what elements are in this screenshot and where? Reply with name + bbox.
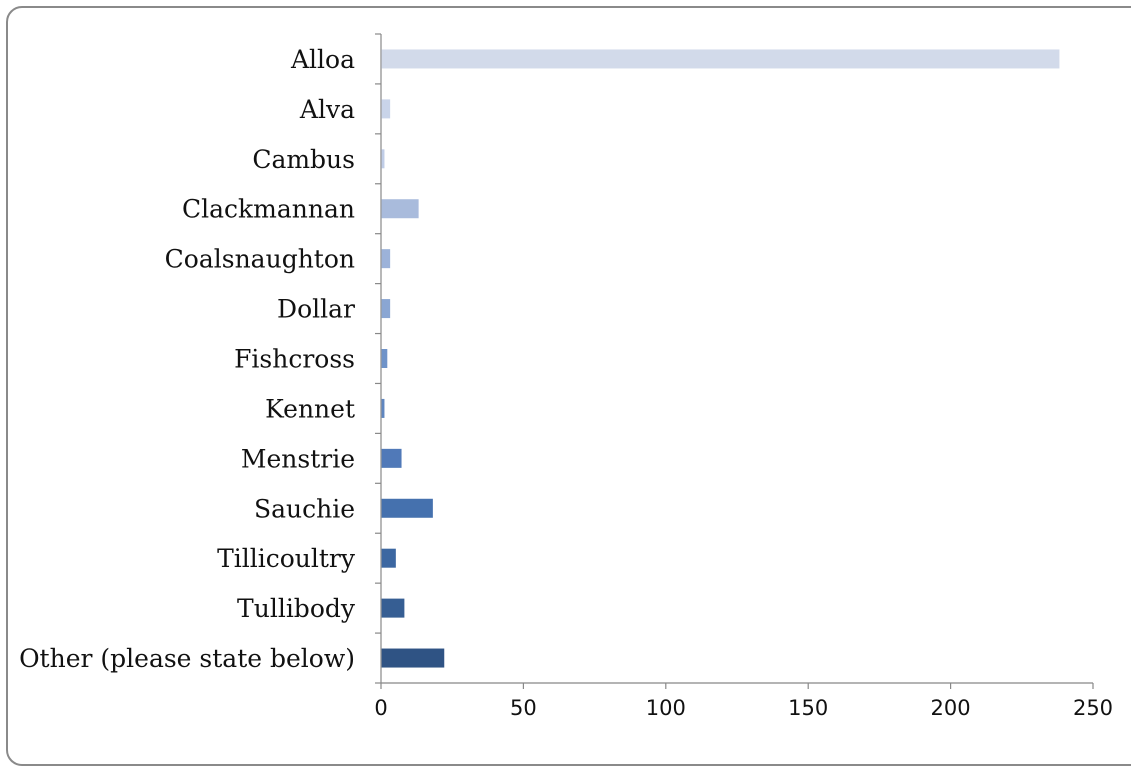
bar-dollar [381, 299, 391, 319]
category-label: Tillicoultry [217, 544, 356, 573]
chart-axes [375, 33, 1094, 689]
bar-coalsnaughton [381, 249, 391, 269]
category-label: Clackmannan [182, 195, 355, 224]
category-label: Alva [299, 95, 355, 124]
bar-sauchie [381, 498, 433, 518]
bar-alloa [381, 49, 1060, 69]
bar-fishcross [381, 349, 388, 368]
category-label: Sauchie [254, 494, 355, 523]
bar-alva [381, 99, 391, 119]
bar-tullibody [381, 598, 405, 618]
category-labels: Alloa Alva Cambus Clackmannan Coalsnaughton D… [19, 45, 356, 673]
x-tick-label: 100 [646, 696, 686, 720]
bar-chart: Alloa Alva Cambus Clackmannan Coalsnaughton D… [19, 33, 1113, 720]
x-tick-label: 150 [788, 696, 828, 720]
bar-series [381, 49, 1060, 668]
bar-clackmannan [381, 199, 419, 219]
category-label: Coalsnaughton [165, 245, 355, 274]
category-label: Kennet [265, 394, 355, 423]
category-label: Dollar [277, 295, 355, 324]
chart-frame [6, 6, 1131, 766]
category-label: Other (please state below) [19, 644, 355, 673]
x-tick-labels: 0 50 100 150 200 250 [374, 696, 1113, 720]
x-tick-label: 250 [1073, 696, 1113, 720]
category-label: Menstrie [241, 444, 355, 473]
bar-tillicoultry [381, 548, 396, 568]
x-tick-label: 50 [510, 696, 537, 720]
category-label: Fishcross [234, 345, 355, 374]
category-label: Cambus [252, 145, 355, 174]
category-label: Tullibody [237, 594, 356, 623]
x-tick-label: 0 [374, 696, 387, 720]
bar-kennet [381, 398, 385, 418]
bar-other-please-state-below [381, 648, 445, 668]
bar-menstrie [381, 448, 402, 468]
category-label: Alloa [290, 45, 355, 74]
x-tick-label: 200 [931, 696, 971, 720]
bar-cambus [381, 149, 385, 169]
